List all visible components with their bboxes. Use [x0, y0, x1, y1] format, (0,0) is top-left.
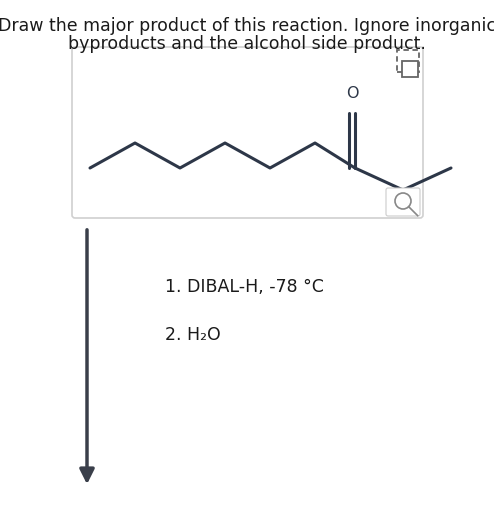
- Text: byproducts and the alcohol side product.: byproducts and the alcohol side product.: [68, 35, 426, 53]
- FancyBboxPatch shape: [72, 47, 423, 218]
- Text: O: O: [399, 204, 411, 219]
- FancyBboxPatch shape: [386, 188, 420, 216]
- Text: Draw the major product of this reaction. Ignore inorganic: Draw the major product of this reaction.…: [0, 17, 494, 35]
- Text: 1. DIBAL-H, -78 °C: 1. DIBAL-H, -78 °C: [165, 278, 324, 296]
- Bar: [402, 61, 418, 77]
- Text: O: O: [346, 86, 358, 101]
- Bar: [397, 50, 419, 72]
- Text: 2. H₂O: 2. H₂O: [165, 326, 221, 344]
